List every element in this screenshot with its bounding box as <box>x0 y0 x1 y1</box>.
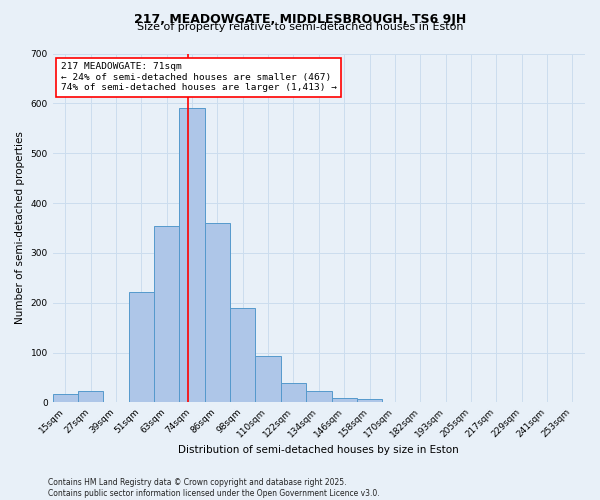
Bar <box>230 308 256 402</box>
Text: 217 MEADOWGATE: 71sqm
← 24% of semi-detached houses are smaller (467)
74% of sem: 217 MEADOWGATE: 71sqm ← 24% of semi-deta… <box>61 62 337 92</box>
Bar <box>179 108 205 403</box>
Bar <box>78 390 103 402</box>
Y-axis label: Number of semi-detached properties: Number of semi-detached properties <box>15 132 25 324</box>
Bar <box>357 399 382 402</box>
Bar <box>129 292 154 403</box>
X-axis label: Distribution of semi-detached houses by size in Eston: Distribution of semi-detached houses by … <box>178 445 459 455</box>
Bar <box>53 394 78 402</box>
Bar <box>154 226 179 402</box>
Text: 217, MEADOWGATE, MIDDLESBROUGH, TS6 9JH: 217, MEADOWGATE, MIDDLESBROUGH, TS6 9JH <box>134 12 466 26</box>
Text: Contains HM Land Registry data © Crown copyright and database right 2025.
Contai: Contains HM Land Registry data © Crown c… <box>48 478 380 498</box>
Text: Size of property relative to semi-detached houses in Eston: Size of property relative to semi-detach… <box>137 22 463 32</box>
Bar <box>306 390 332 402</box>
Bar <box>332 398 357 402</box>
Bar <box>205 223 230 402</box>
Bar <box>256 356 281 403</box>
Bar <box>281 382 306 402</box>
